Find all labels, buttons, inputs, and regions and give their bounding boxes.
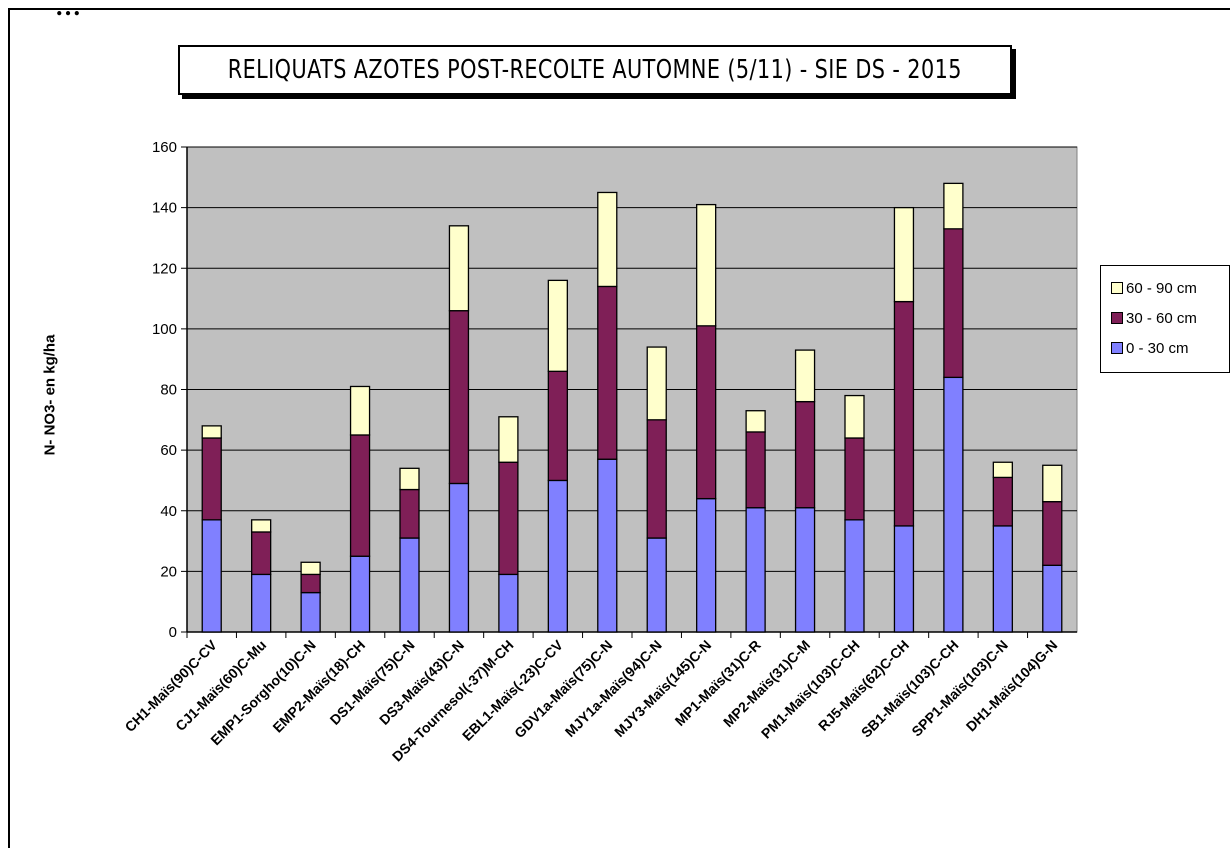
bar-segment — [844, 437, 865, 521]
legend-swatch — [1111, 342, 1123, 354]
bar-segment — [547, 370, 568, 482]
legend-swatch — [1111, 282, 1123, 294]
bar-segment — [696, 325, 717, 500]
bar-segment — [349, 434, 371, 557]
bar-segment — [251, 519, 272, 533]
bar-segment — [992, 525, 1013, 633]
y-tick-label: 60 — [160, 442, 177, 459]
bar-segment — [597, 191, 618, 288]
bar-segment — [646, 537, 667, 633]
bar-segment — [201, 425, 222, 439]
bar-segment — [399, 467, 420, 491]
legend-item: 60 - 90 cm — [1111, 273, 1229, 303]
bar-segment — [1042, 501, 1063, 566]
bar-segment — [547, 279, 568, 372]
chart-title-box: RELIQUATS AZOTES POST-RECOLTE AUTOMNE (5… — [178, 45, 1012, 95]
bar-segment — [597, 285, 618, 460]
bar-segment — [794, 349, 816, 403]
bar-segment — [251, 573, 272, 633]
bar-segment — [696, 203, 717, 327]
x-tick-label: GDV1a-Maïs(75)C-N — [511, 637, 615, 741]
bar-segment — [992, 461, 1013, 479]
y-tick-label: 20 — [160, 563, 177, 580]
bar-segment — [794, 507, 816, 633]
bar-segment — [893, 300, 915, 527]
bar-segment — [201, 519, 222, 633]
bar-segment — [794, 400, 816, 509]
legend-item: 0 - 30 cm — [1111, 333, 1229, 363]
legend-label: 0 - 30 cm — [1126, 339, 1189, 357]
x-tick-label: RJ5-Maïs(62)C-CH — [815, 637, 912, 734]
bar-segment — [943, 182, 964, 230]
bar-segment — [696, 497, 717, 633]
bar-segment — [251, 531, 272, 576]
x-tick-label: DS3-Maïs(43)C-N — [376, 637, 467, 728]
bar-segment — [300, 561, 321, 576]
y-tick-label: 160 — [152, 139, 177, 156]
y-tick-label: 0 — [169, 624, 177, 641]
y-tick-label: 40 — [160, 503, 177, 520]
bar-segment — [498, 573, 519, 633]
bar-segment — [448, 310, 470, 485]
bar-segment — [844, 394, 865, 439]
bar-segment — [399, 488, 420, 539]
bar-segment — [646, 346, 667, 421]
x-tick-label: SB1-Maïs(103)C-CH — [858, 637, 962, 741]
bar-segment — [448, 482, 470, 633]
legend-label: 30 - 60 cm — [1126, 309, 1197, 327]
y-tick-label: 80 — [160, 382, 177, 399]
bar-segment — [943, 376, 964, 633]
bar-segment — [349, 555, 371, 633]
x-tick-label: CJ1-Maïs(60)C-Mu — [172, 637, 269, 734]
document-frame — [8, 8, 1230, 848]
bar-segment — [448, 225, 470, 312]
y-tick-label: 120 — [152, 260, 177, 277]
bar-segment — [745, 507, 766, 633]
bar-segment — [1042, 564, 1063, 633]
legend-item: 30 - 60 cm — [1111, 303, 1229, 333]
bar-segment — [844, 519, 865, 633]
bar-segment — [646, 419, 667, 539]
x-tick-label: MP1-Maïs(31)C-R — [672, 637, 764, 729]
x-tick-label: MJY1a-Maïs(94)C-N — [562, 637, 665, 740]
bar-segment — [201, 437, 222, 521]
bar-segment — [893, 525, 915, 633]
x-tick-label: MP2-Maïs(31)C-M — [720, 637, 813, 730]
x-tick-label: DH1-Maïs(104)G-N — [963, 637, 1061, 735]
bar-segment — [992, 476, 1013, 527]
x-tick-label: PM1-Maïs(103)C-CH — [758, 637, 863, 742]
page-header-fragment: … — [55, 0, 81, 21]
x-tick-label: EMP2-Maïs(18)-CH — [269, 637, 368, 736]
x-tick-label: CH1-Maïs(90)C-CV — [122, 636, 221, 735]
bar-segment — [498, 461, 519, 576]
bar-segment — [745, 410, 766, 433]
bar-segment — [300, 591, 321, 633]
bar-segment — [943, 228, 964, 379]
x-tick-label: DS1-Maïs(75)C-N — [327, 637, 418, 728]
bar-segment — [745, 431, 766, 509]
bar-segment — [498, 416, 519, 463]
legend: 60 - 90 cm 30 - 60 cm 0 - 30 cm — [1100, 265, 1230, 373]
bar-segment — [300, 573, 321, 594]
legend-swatch — [1111, 312, 1123, 324]
bar-segment — [893, 206, 915, 303]
legend-label: 60 - 90 cm — [1126, 279, 1197, 297]
bar-segment — [349, 385, 371, 436]
bar-segment — [547, 479, 568, 633]
y-tick-label: 100 — [152, 321, 177, 338]
bar-segment — [1042, 464, 1063, 503]
bar-segment — [597, 458, 618, 633]
x-tick-label: SPP1-Maïs(103)C-N — [908, 637, 1011, 740]
bar-segment — [399, 537, 420, 633]
y-axis-label: N- NO3- en kg/ha — [41, 334, 59, 456]
x-tick-label: MJY3-Maïs(145)C-N — [611, 637, 714, 740]
chart-title: RELIQUATS AZOTES POST-RECOLTE AUTOMNE (5… — [227, 55, 963, 85]
y-tick-label: 140 — [152, 200, 177, 217]
